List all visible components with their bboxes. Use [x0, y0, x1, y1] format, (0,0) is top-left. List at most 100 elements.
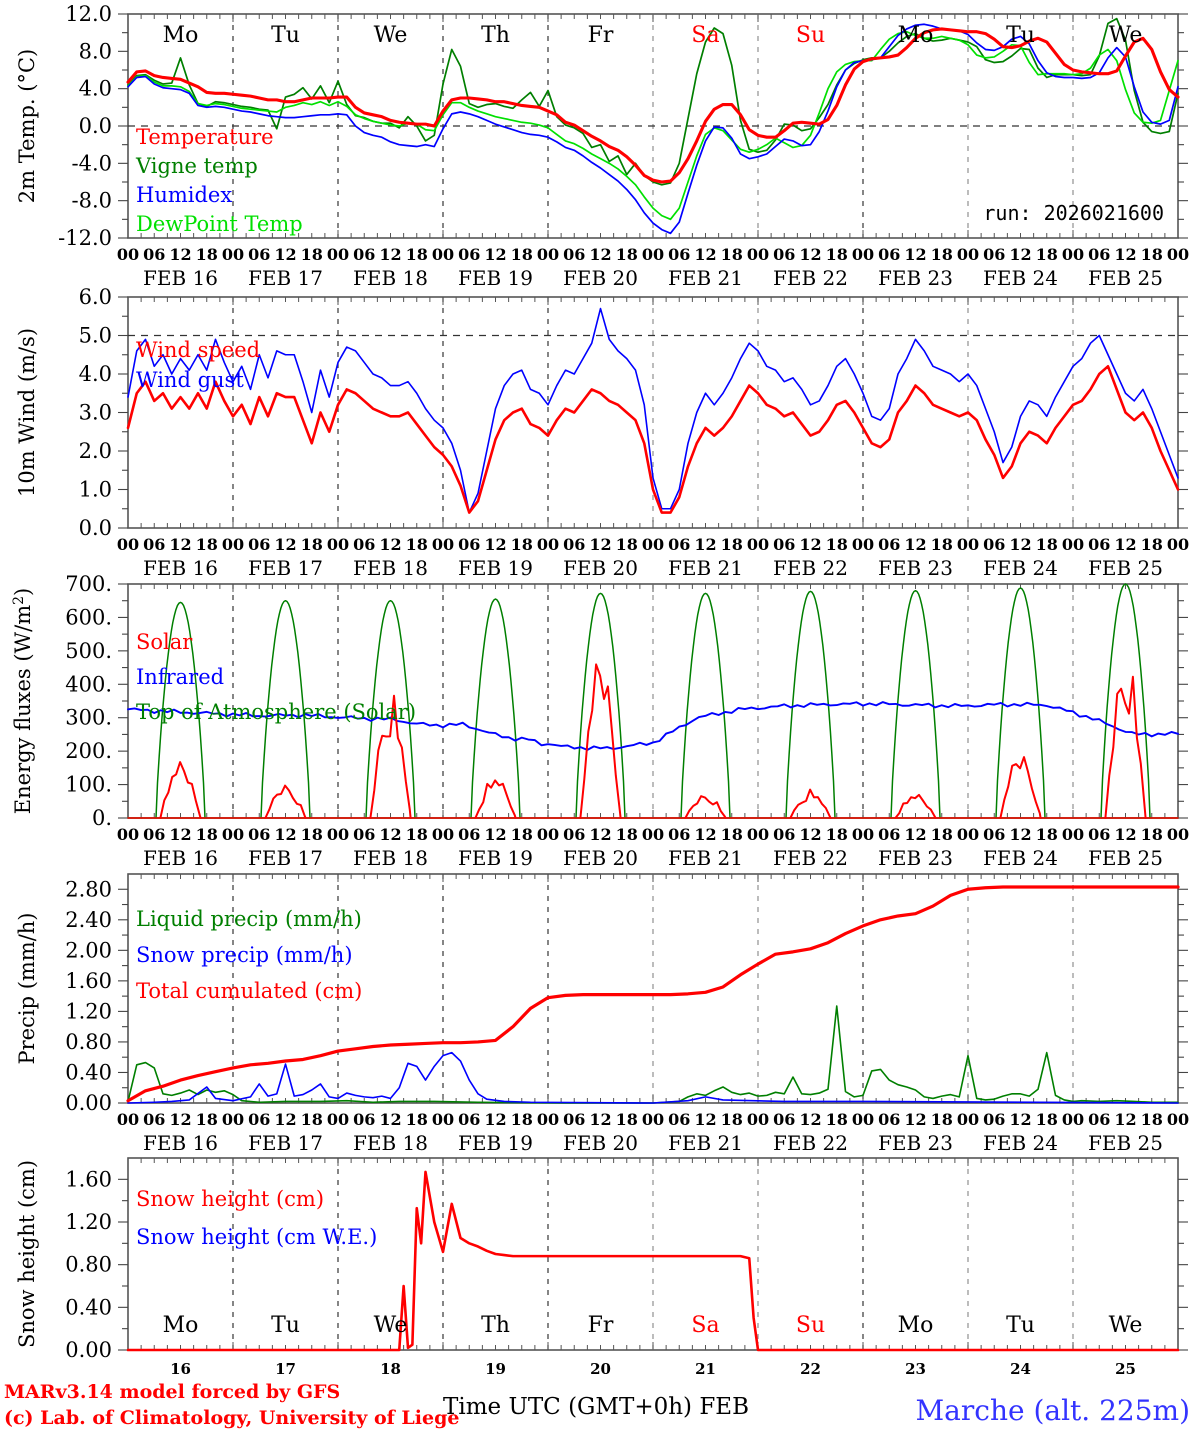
y-tick-label: 0.0: [79, 516, 112, 540]
hour-tick-label: 12: [379, 1110, 401, 1129]
hour-tick-label: 00: [642, 245, 664, 264]
hour-tick-label: 12: [799, 535, 821, 554]
day-of-week-label: We: [1109, 23, 1143, 48]
y-tick-label: 200.: [65, 739, 112, 763]
date-label: FEB 21: [668, 266, 743, 290]
series-total-cumulated: [126, 885, 1180, 1103]
hour-tick-label: 12: [1009, 825, 1031, 844]
y-tick-label: 12.0: [65, 2, 112, 26]
hour-tick-label: 12: [589, 535, 611, 554]
hour-tick-label: 12: [484, 245, 506, 264]
hour-tick-label: 12: [274, 245, 296, 264]
hour-tick-label: 00: [117, 825, 139, 844]
hour-tick-label: 18: [301, 535, 323, 554]
day-of-week-label: Su: [796, 1313, 825, 1338]
hour-tick-label: 18: [1141, 825, 1163, 844]
hour-tick-label: 12: [169, 535, 191, 554]
hour-tick-label: 00: [537, 245, 559, 264]
hour-tick-label: 18: [511, 1110, 533, 1129]
day-of-week-label: Tu: [1006, 1313, 1035, 1338]
hour-tick-label: 18: [511, 825, 533, 844]
hour-tick-label: 18: [406, 1110, 428, 1129]
hour-tick-label: 06: [773, 825, 795, 844]
date-label: FEB 20: [563, 556, 638, 580]
date-label: FEB 18: [353, 266, 428, 290]
hour-tick-label: 12: [379, 245, 401, 264]
y-axis-title: Precip (mm/h): [15, 912, 39, 1064]
legend-label-1: Snow height (cm W.E.): [136, 1225, 377, 1249]
y-tick-label: 1.0: [79, 478, 112, 502]
footer-model: MARv3.14 model forced by GFS: [4, 1381, 340, 1403]
footer-copyright: (c) Lab. of Climatology, University of L…: [4, 1407, 459, 1429]
hour-tick-label: 18: [196, 535, 218, 554]
hour-tick-label: 18: [301, 825, 323, 844]
y-tick-label: 300.: [65, 706, 112, 730]
date-label: FEB 25: [1088, 266, 1163, 290]
y-tick-label: 2.00: [65, 938, 112, 962]
hour-tick-label: 00: [222, 535, 244, 554]
hour-tick-label: 00: [1167, 245, 1189, 264]
hour-tick-label: 18: [826, 1110, 848, 1129]
date-label: FEB 22: [773, 846, 848, 870]
hour-tick-label: 00: [1062, 245, 1084, 264]
hour-tick-label: 06: [458, 825, 480, 844]
legend-label-0: Temperature: [136, 125, 274, 149]
hour-tick-label: 12: [274, 535, 296, 554]
y-tick-label: 500.: [65, 639, 112, 663]
y-tick-label: 0.: [92, 806, 112, 830]
series-snow-precip: [127, 1051, 1179, 1104]
hour-tick-label: 06: [248, 825, 270, 844]
hour-tick-label: 06: [1088, 825, 1110, 844]
hour-tick-label: 18: [1141, 535, 1163, 554]
hour-tick-label: 06: [878, 1110, 900, 1129]
hour-tick-label: 00: [327, 535, 349, 554]
hour-tick-label: 12: [1114, 245, 1136, 264]
hour-tick-label: 06: [143, 825, 165, 844]
date-label: FEB 21: [668, 1131, 743, 1155]
legend-label-0: Liquid precip (mm/h): [136, 907, 362, 931]
hour-tick-label: 12: [1114, 535, 1136, 554]
hour-tick-label: 12: [799, 825, 821, 844]
hour-tick-label: 06: [773, 535, 795, 554]
hour-tick-label: 12: [589, 245, 611, 264]
legend-label-1: Vigne temp: [135, 154, 258, 178]
hour-tick-label: 06: [878, 245, 900, 264]
y-tick-label: 0.0: [79, 114, 112, 138]
day-number-label: 23: [905, 1360, 926, 1378]
hour-tick-label: 18: [826, 825, 848, 844]
run-label: run: 2026021600: [983, 201, 1164, 225]
date-label: FEB 25: [1088, 846, 1163, 870]
hour-tick-label: 12: [694, 825, 716, 844]
hour-tick-label: 06: [353, 1110, 375, 1129]
hour-tick-label: 18: [721, 1110, 743, 1129]
hour-tick-label: 12: [694, 535, 716, 554]
hour-tick-label: 00: [222, 825, 244, 844]
y-tick-label: 700.: [65, 572, 112, 596]
y-tick-label: 1.20: [65, 999, 112, 1023]
paren-close: ): [11, 588, 35, 596]
hour-tick-label: 18: [616, 245, 638, 264]
hour-tick-label: 00: [537, 535, 559, 554]
day-of-week-label: We: [374, 23, 408, 48]
hour-tick-label: 18: [196, 825, 218, 844]
day-number-label: 20: [590, 1360, 611, 1378]
date-label: FEB 24: [983, 266, 1058, 290]
legend-label-1: Wind gust: [136, 368, 244, 392]
hour-tick-label: 18: [406, 245, 428, 264]
hour-tick-label: 12: [484, 535, 506, 554]
y-tick-label: 1.20: [65, 1210, 112, 1234]
panel-temperature: 12.0 8.0 4.0 0.0 -4.0 -8.0 -12.0 2m Temp. (°C) 0…: [15, 2, 1189, 290]
hour-tick-label: 00: [957, 825, 979, 844]
hour-tick-label: 00: [327, 1110, 349, 1129]
hour-tick-label: 06: [668, 535, 690, 554]
legend-label-1: Infrared: [136, 665, 224, 689]
panel-precip: 2.80 2.40 2.00 1.60 1.20 0.80 0.40 0.00 Precip (…: [15, 873, 1189, 1155]
hour-tick-label: 00: [432, 535, 454, 554]
hour-tick-label: 18: [826, 535, 848, 554]
location-label: Marche (alt. 225m): [916, 1394, 1190, 1427]
y-axis-title: 2m Temp. (°C): [15, 49, 39, 203]
date-label: FEB 19: [458, 266, 533, 290]
hour-tick-label: 06: [143, 535, 165, 554]
y-axis-title: Snow height (cm): [15, 1160, 39, 1348]
series-top-of-atmosphere: [155, 583, 1151, 819]
